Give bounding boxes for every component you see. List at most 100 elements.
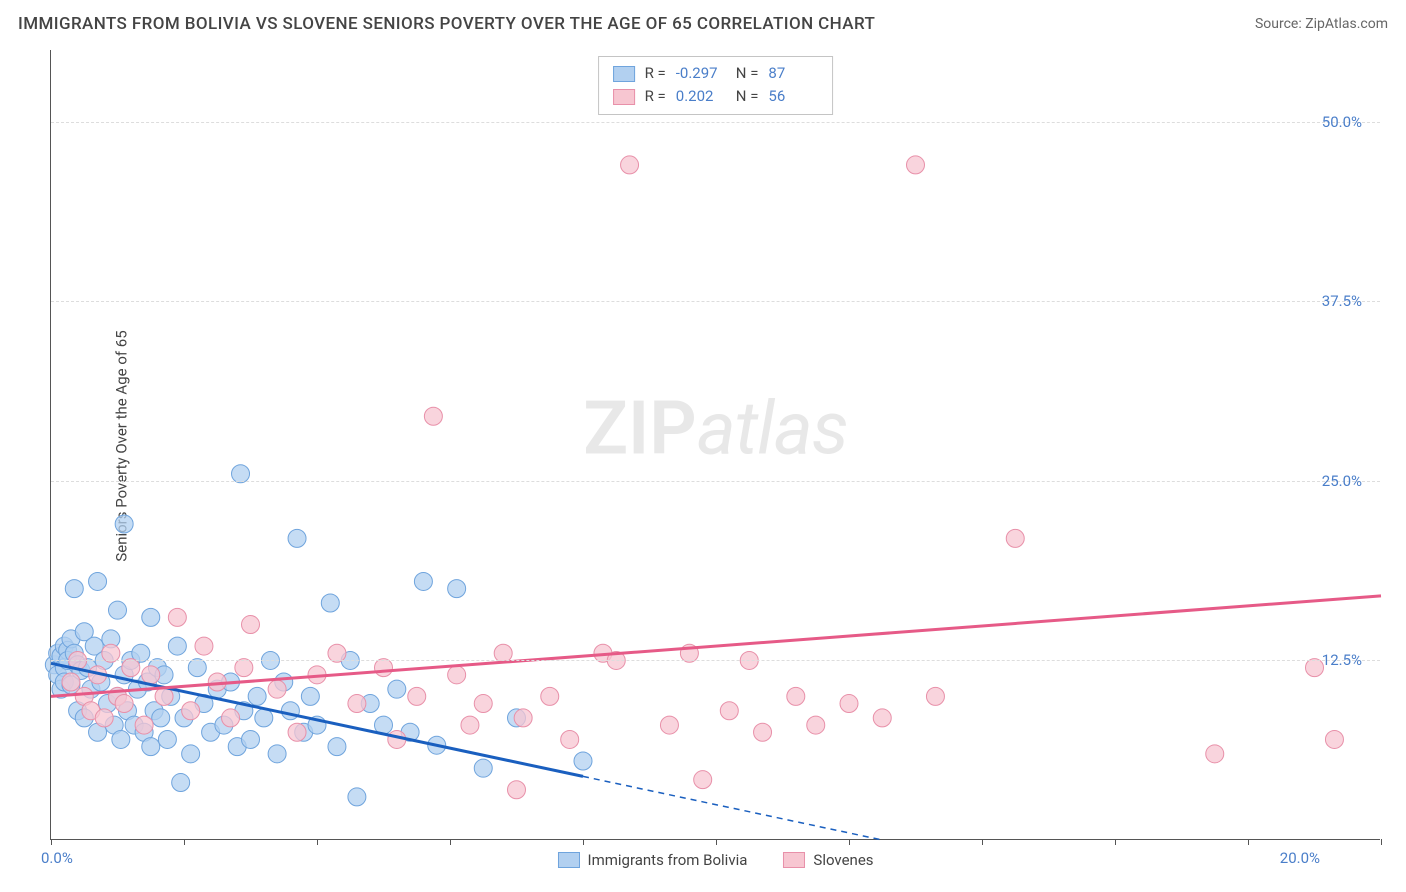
x-tick (51, 839, 52, 845)
data-point-slovenes (907, 156, 925, 174)
data-point-slovenes (95, 709, 113, 727)
data-point-bolivia (414, 572, 432, 590)
x-tick (1115, 839, 1116, 845)
r-value-bolivia: -0.297 (676, 62, 726, 85)
source-citation: Source: ZipAtlas.com (1255, 16, 1388, 32)
data-point-slovenes (142, 666, 160, 684)
swatch-bolivia (557, 852, 579, 868)
stats-legend-box: R = -0.297 N = 87 R = 0.202 N = 56 (598, 56, 834, 115)
data-point-slovenes (242, 616, 260, 634)
data-point-slovenes (348, 695, 366, 713)
data-point-slovenes (1206, 745, 1224, 763)
y-tick-label: 25.0% (1322, 472, 1362, 490)
data-point-slovenes (62, 673, 80, 691)
data-point-slovenes (660, 716, 678, 734)
x-tick (583, 839, 584, 845)
r-label: R = (645, 85, 666, 108)
legend-label-slovenes: Slovenes (813, 851, 873, 869)
stats-row-slovenes: R = 0.202 N = 56 (613, 85, 819, 108)
y-tick-label: 12.5% (1322, 651, 1362, 669)
x-tick (849, 839, 850, 845)
data-point-bolivia (268, 745, 286, 763)
data-point-slovenes (288, 723, 306, 741)
data-point-slovenes (115, 695, 133, 713)
n-value-bolivia: 87 (768, 62, 818, 85)
swatch-bolivia (613, 66, 635, 82)
data-point-slovenes (541, 687, 559, 705)
legend-item-bolivia: Immigrants from Bolivia (557, 851, 747, 869)
grid-line (51, 660, 1380, 661)
data-point-bolivia (115, 515, 133, 533)
y-tick-label: 37.5% (1322, 292, 1362, 310)
data-point-bolivia (242, 730, 260, 748)
grid-line (51, 301, 1380, 302)
data-point-slovenes (621, 156, 639, 174)
data-point-bolivia (321, 594, 339, 612)
data-point-slovenes (182, 702, 200, 720)
data-point-slovenes (1006, 529, 1024, 547)
data-point-bolivia (574, 752, 592, 770)
data-point-bolivia (152, 709, 170, 727)
data-point-bolivia (255, 709, 273, 727)
data-point-slovenes (474, 695, 492, 713)
data-point-bolivia (248, 687, 266, 705)
data-point-bolivia (182, 745, 200, 763)
grid-line (51, 122, 1380, 123)
data-point-slovenes (754, 723, 772, 741)
data-point-bolivia (142, 608, 160, 626)
data-point-bolivia (168, 637, 186, 655)
stats-row-bolivia: R = -0.297 N = 87 (613, 62, 819, 85)
data-point-bolivia (328, 738, 346, 756)
r-value-slovenes: 0.202 (676, 85, 726, 108)
x-tick (317, 839, 318, 845)
data-point-slovenes (787, 687, 805, 705)
data-point-slovenes (195, 637, 213, 655)
x-end-label: 20.0% (1280, 849, 1320, 867)
x-tick (184, 839, 185, 845)
data-point-bolivia (112, 730, 130, 748)
x-tick (716, 839, 717, 845)
data-point-bolivia (109, 601, 127, 619)
data-point-slovenes (807, 716, 825, 734)
data-point-bolivia (172, 774, 190, 792)
data-point-slovenes (561, 730, 579, 748)
chart-svg (51, 50, 1380, 839)
data-point-slovenes (135, 716, 153, 734)
data-point-bolivia (142, 738, 160, 756)
data-point-slovenes (840, 695, 858, 713)
data-point-slovenes (268, 680, 286, 698)
data-point-slovenes (461, 716, 479, 734)
trend-line-slovenes (51, 596, 1381, 697)
data-point-bolivia (301, 687, 319, 705)
r-label: R = (645, 62, 666, 85)
legend-item-slovenes: Slovenes (783, 851, 873, 869)
data-point-slovenes (720, 702, 738, 720)
series-legend: Immigrants from Bolivia Slovenes (557, 851, 873, 869)
swatch-slovenes (783, 852, 805, 868)
data-point-bolivia (288, 529, 306, 547)
chart-title: IMMIGRANTS FROM BOLIVIA VS SLOVENE SENIO… (18, 14, 875, 34)
data-point-slovenes (1325, 730, 1343, 748)
y-tick-label: 50.0% (1322, 113, 1362, 131)
swatch-slovenes (613, 89, 635, 105)
x-tick (1248, 839, 1249, 845)
data-point-slovenes (168, 608, 186, 626)
data-point-slovenes (222, 709, 240, 727)
x-tick (450, 839, 451, 845)
n-value-slovenes: 56 (768, 85, 818, 108)
data-point-slovenes (694, 771, 712, 789)
n-label: N = (736, 85, 759, 108)
x-origin-label: 0.0% (41, 849, 73, 867)
trend-line-extrap-bolivia (583, 776, 882, 840)
x-tick (982, 839, 983, 845)
grid-line (51, 481, 1380, 482)
data-point-bolivia (448, 580, 466, 598)
plot-area: ZIPatlas R = -0.297 N = 87 R = 0.202 N =… (50, 50, 1380, 840)
data-point-bolivia (158, 730, 176, 748)
data-point-slovenes (873, 709, 891, 727)
data-point-slovenes (408, 687, 426, 705)
data-point-slovenes (424, 407, 442, 425)
data-point-slovenes (448, 666, 466, 684)
data-point-bolivia (388, 680, 406, 698)
legend-label-bolivia: Immigrants from Bolivia (587, 851, 747, 869)
